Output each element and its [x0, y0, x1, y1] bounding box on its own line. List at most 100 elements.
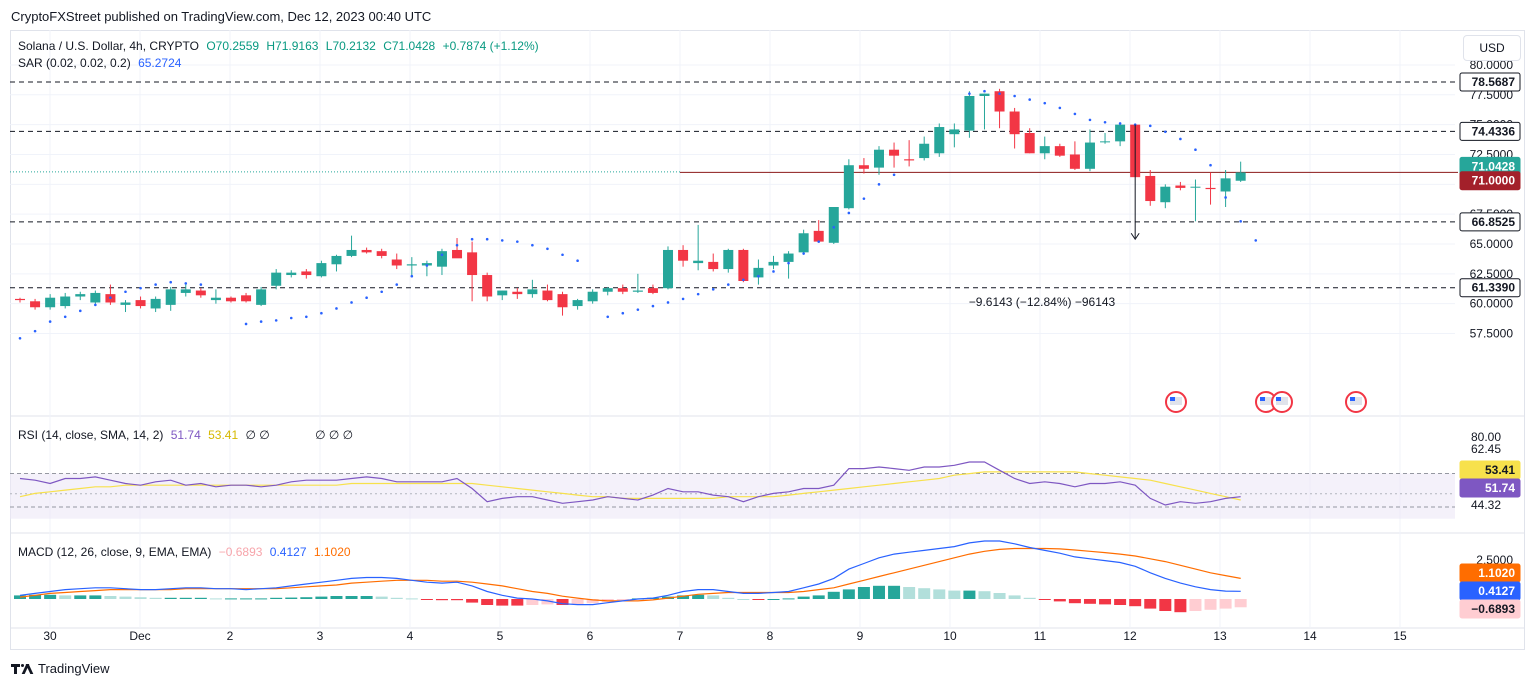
candle-body [482, 275, 493, 297]
candle-body [693, 260, 704, 264]
candle-body [180, 289, 191, 293]
sar-dot [274, 319, 278, 322]
sar-dot [787, 261, 790, 265]
candle-body [241, 295, 252, 302]
x-tick-label: 12 [1123, 629, 1137, 643]
macd-histogram-bar [842, 589, 855, 599]
sar-dot [244, 322, 248, 326]
candle-body [512, 291, 523, 295]
us-flag-canton [1260, 397, 1265, 401]
sar-dot [772, 270, 775, 273]
macd-histogram-bar [978, 591, 991, 599]
candle-body [331, 255, 342, 265]
macd-histogram-bar [707, 595, 720, 599]
candle-body [798, 233, 809, 253]
x-tick-label: 30 [43, 629, 57, 643]
macd-histogram-bar [827, 591, 840, 599]
macd-histogram-bar [481, 599, 494, 605]
candle-body [497, 290, 508, 296]
rsi-value: 51.74 [170, 428, 201, 442]
sar-dot [1013, 94, 1016, 98]
sar-dot [1164, 130, 1167, 134]
us-flag-canton [1276, 397, 1281, 401]
rsi-line [19, 461, 1241, 506]
candle-body [1039, 146, 1050, 154]
sar-dot [169, 280, 172, 284]
macd-histogram-bar [903, 587, 916, 599]
sar-dot [48, 320, 52, 323]
macd-histogram-bar [1144, 599, 1157, 609]
candle-body [678, 249, 689, 261]
sar-dot [139, 286, 142, 290]
macd-histogram-bar [255, 598, 268, 600]
macd-histogram-bar [74, 595, 87, 599]
sar-dot [862, 197, 866, 200]
macd-histogram-bar [14, 595, 26, 599]
candle-body [949, 129, 960, 135]
candle-body [406, 264, 417, 266]
macd-histogram-bar [526, 599, 539, 605]
candle-body [436, 251, 447, 267]
sar-dot [1118, 122, 1122, 125]
sar-dot [817, 240, 821, 243]
sar-dot [335, 307, 338, 310]
candle-body [783, 253, 794, 262]
macd-histogram-bar [315, 596, 328, 599]
level-price-label: 78.5687 [1472, 75, 1516, 89]
line-price-label: 71.0000 [1472, 174, 1516, 188]
macd-histogram-bar [857, 587, 870, 599]
candle-body [1190, 186, 1201, 188]
sar-dot [350, 301, 353, 304]
sar-dot [877, 183, 881, 186]
publisher-line: CryptoFXStreet published on TradingView.… [11, 9, 432, 24]
level-price-label: 66.8525 [1472, 215, 1516, 229]
sar-dot [470, 237, 474, 241]
candle-body [723, 249, 734, 270]
sar-dot [1194, 148, 1197, 152]
sar-value: 65.2724 [138, 56, 182, 70]
sar-dot [968, 92, 971, 95]
sar-dot [832, 225, 836, 229]
sar-dot [485, 237, 489, 241]
macd-histogram-bar [466, 599, 479, 603]
x-tick-label: 9 [857, 629, 864, 643]
sar-dot [1088, 118, 1092, 122]
candle-body [286, 272, 297, 276]
candle-body [361, 249, 372, 253]
currency-button[interactable]: USD [1463, 35, 1521, 61]
candle-body [45, 297, 56, 308]
candle-body [452, 249, 463, 259]
sar-dot [94, 303, 97, 307]
macd-histogram-bar [993, 593, 1006, 599]
price-tick-label: 80.0000 [1470, 58, 1514, 72]
macd-histogram-bar [872, 585, 885, 599]
rsi-tick-label: 80.00 [1471, 430, 1501, 444]
price-tick-label: 60.0000 [1470, 297, 1514, 311]
macd-histogram-bar [1159, 599, 1172, 611]
footer: TradingView [11, 661, 110, 676]
macd-histogram-bar [1114, 599, 1127, 605]
macd-hist-price-label: −0.6893 [1471, 602, 1515, 616]
sar-legend: SAR (0.02, 0.02, 0.2) 65.2724 [18, 56, 185, 70]
macd-histogram-bar [1174, 599, 1187, 613]
measure-arrow-head [1130, 232, 1140, 241]
candle-body [60, 296, 71, 307]
candle-body [75, 294, 86, 297]
sar-dot [365, 296, 368, 300]
macd-histogram-bar [722, 597, 735, 599]
candle-body [1069, 154, 1080, 169]
macd-histogram-bar [300, 597, 313, 599]
level-price-label-bg [1459, 212, 1521, 232]
rsi-tick-label: 44.32 [1471, 498, 1501, 512]
macd-hist-price-label-bg [1459, 599, 1521, 619]
candle-body [617, 288, 628, 292]
rsi-sma-line [19, 471, 1241, 501]
candle-body [346, 249, 357, 256]
macd-histogram-bar [164, 597, 177, 599]
us-flag-canton [1350, 397, 1355, 401]
ohlc-close: C71.0428 [383, 39, 436, 53]
x-tick-label: 2 [227, 629, 234, 643]
sar-dot [500, 239, 504, 242]
macd-histogram-bar [1204, 599, 1217, 610]
